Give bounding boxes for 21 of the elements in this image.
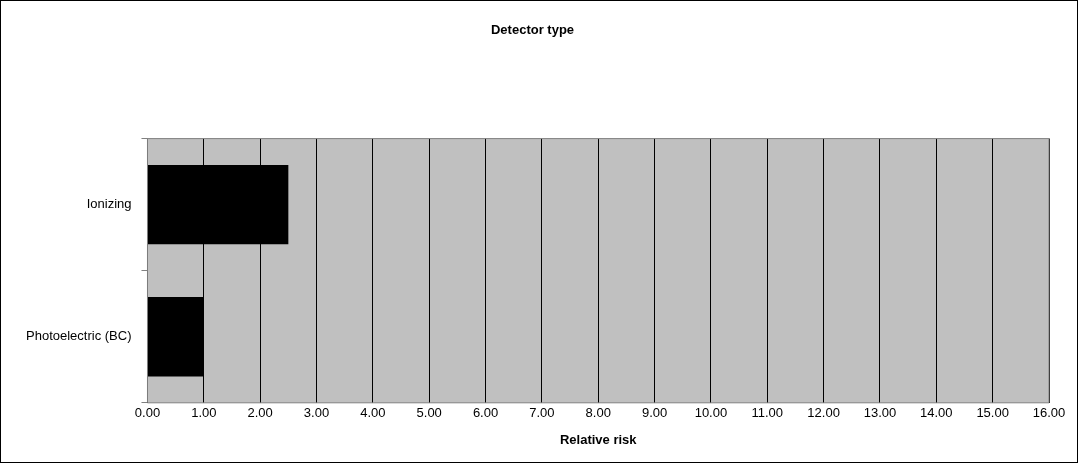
x-tick-label: 7.00 [529, 405, 555, 421]
x-tick-label: 14.00 [920, 405, 953, 421]
x-tick-label: 3.00 [303, 405, 330, 421]
x-tick-label: 16.00 [1032, 405, 1066, 421]
x-tick-label: 4.00 [360, 405, 386, 421]
chart-title: Detector type [490, 22, 575, 38]
x-tick-label: 15.00 [976, 405, 1009, 421]
x-tick-label: 11.00 [751, 405, 784, 421]
x-axis-title: Relative risk [559, 431, 638, 447]
x-tick-label: 1.00 [191, 405, 217, 421]
x-tick-label: 0.00 [134, 405, 161, 421]
x-tick-label: 5.00 [416, 405, 442, 421]
x-tick-label: 6.00 [472, 405, 499, 421]
x-tick-label: 10.00 [694, 405, 728, 421]
x-tick-label: 2.00 [247, 405, 273, 421]
x-tick-label: 9.00 [641, 405, 668, 421]
y-tick-label: Ionizing [86, 196, 132, 212]
x-tick-label: 13.00 [863, 405, 897, 421]
x-tick-label: 8.00 [585, 405, 611, 421]
y-tick-label: Photoelectric (BC) [25, 328, 132, 344]
x-tick-label: 12.00 [807, 405, 840, 421]
